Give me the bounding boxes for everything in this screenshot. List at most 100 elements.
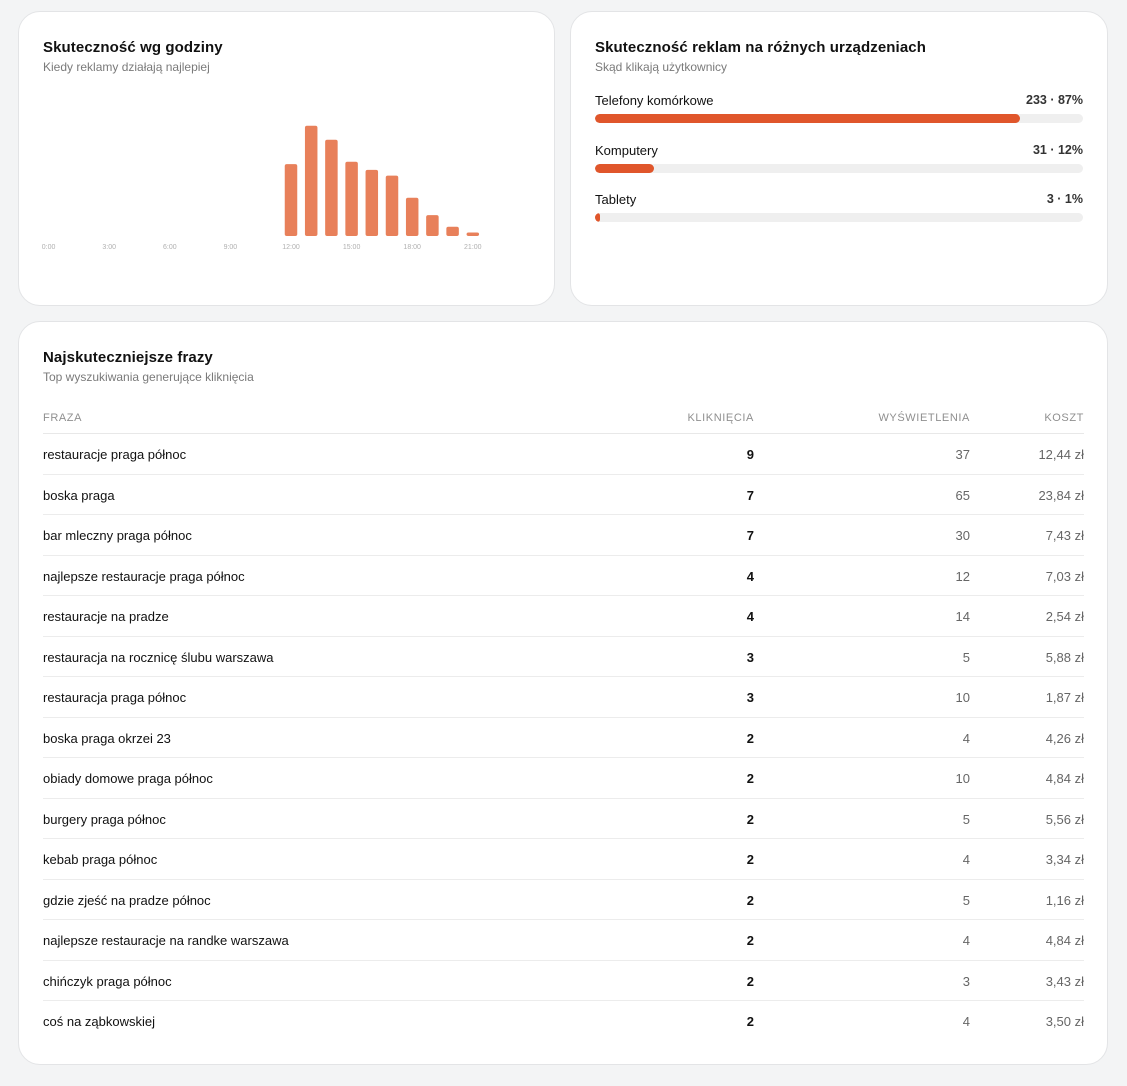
table-row[interactable]: restauracje na pradze 4 14 2,54 zł	[43, 596, 1084, 637]
table-body: restauracje praga północ 9 37 12,44 zł boska…	[43, 434, 1084, 1042]
cell-clicks: 9	[746, 447, 754, 462]
cell-views: 5	[962, 892, 970, 908]
top-phrases-card: Najskuteczniejsze frazy Top wyszukiwania…	[18, 321, 1108, 1065]
cell-cost: 12,44 zł	[1038, 447, 1084, 462]
device-label: Tablety	[595, 192, 637, 207]
x-tick-label: 3:00	[102, 244, 116, 251]
table-row[interactable]: boska praga 7 65 23,84 zł	[43, 475, 1084, 515]
hour-bar-17:00	[385, 175, 399, 236]
cell-clicks: 7	[746, 487, 754, 503]
cell-phrase: chińczyk praga północ	[43, 973, 172, 989]
table-row[interactable]: gdzie zjeść na pradze północ 2 5 1,16 zł	[43, 880, 1084, 920]
table-row[interactable]: coś na ząbkowskiej 2 4 3,50 zł	[43, 1001, 1084, 1042]
cell-cost: 4,84 zł	[1045, 771, 1084, 786]
table-row[interactable]: najlepsze restauracje na randke warszawa…	[43, 920, 1084, 961]
cell-clicks: 2	[746, 973, 754, 989]
cell-clicks: 3	[746, 649, 754, 665]
cell-cost: 3,50 zł	[1045, 1014, 1084, 1029]
table-row[interactable]: kebab praga północ 2 4 3,34 zł	[43, 839, 1084, 880]
device-value: 31 · 12%	[1032, 143, 1083, 157]
cell-views: 3	[962, 973, 970, 989]
cell-phrase: restauracja praga północ	[43, 690, 187, 705]
device-value: 233 · 87%	[1026, 93, 1083, 107]
cell-clicks: 2	[746, 1014, 754, 1029]
x-tick-label: 9:00	[224, 244, 238, 251]
device-progress-track	[595, 114, 1083, 123]
phrases-card-subtitle: Top wyszukiwania generujące kliknięcia	[43, 370, 254, 384]
cell-clicks: 7	[746, 528, 754, 543]
table-row[interactable]: restauracja na rocznicę ślubu warszawa 3 5…	[43, 637, 1084, 677]
device-card-title: Skuteczność reklam na różnych urządzenia…	[595, 39, 926, 56]
cell-clicks: 2	[746, 892, 754, 908]
cell-cost: 1,16 zł	[1045, 892, 1084, 908]
cell-phrase: coś na ząbkowskiej	[43, 1014, 155, 1029]
column-header-phrase[interactable]: FRAZA	[43, 412, 83, 424]
cell-phrase: burgery praga północ	[43, 811, 166, 827]
cell-views: 10	[955, 690, 970, 705]
hour-bar-14:00	[325, 139, 338, 236]
hourly-card-title: Skuteczność wg godziny	[43, 39, 223, 56]
cell-cost: 1,87 zł	[1045, 690, 1084, 705]
cell-views: 12	[955, 568, 970, 584]
cell-clicks: 2	[746, 852, 754, 867]
device-value: 3 · 1%	[1046, 192, 1083, 206]
cell-views: 5	[962, 649, 970, 665]
cell-cost: 7,03 zł	[1045, 568, 1084, 584]
hourly-card-subtitle: Kiedy reklamy działają najlepiej	[43, 60, 210, 74]
cell-views: 4	[962, 933, 970, 948]
cell-phrase: najlepsze restauracje na randke warszawa	[43, 933, 289, 948]
x-tick-label: 0:00	[42, 244, 56, 251]
cell-views: 4	[962, 1014, 970, 1029]
hour-bar-18:00	[405, 197, 419, 236]
cell-views: 30	[955, 528, 970, 543]
cell-views: 65	[955, 487, 970, 503]
column-header-cost[interactable]: KOSZT	[1044, 412, 1084, 424]
column-header-clicks[interactable]: KLIKNIĘCIA	[687, 412, 754, 424]
table-row[interactable]: najlepsze restauracje praga północ 4 12 7,0…	[43, 556, 1084, 596]
hour-bar-20:00	[446, 226, 459, 236]
hour-bar-16:00	[365, 169, 379, 236]
cell-phrase: najlepsze restauracje praga północ	[43, 568, 245, 584]
hourly-bar-chart: 0:00 3:00 6:00 9:00 12:00 15:00 18:00 21:00	[42, 125, 482, 251]
cell-clicks: 2	[746, 730, 754, 746]
device-row-desktop: Komputery 31 · 12%	[595, 143, 1083, 183]
cell-clicks: 4	[746, 609, 754, 624]
cell-clicks: 2	[746, 811, 754, 827]
table-row[interactable]: restauracje praga północ 9 37 12,44 zł	[43, 434, 1084, 475]
hourly-performance-card: Skuteczność wg godziny Kiedy reklamy dzi…	[18, 11, 555, 306]
table-row[interactable]: boska praga okrzei 23 2 4 4,26 zł	[43, 718, 1084, 758]
table-row[interactable]: burgery praga północ 2 5 5,56 zł	[43, 799, 1084, 839]
cell-clicks: 3	[746, 690, 754, 705]
cell-phrase: obiady domowe praga północ	[43, 771, 213, 786]
hour-bar-19:00	[426, 215, 439, 236]
column-header-views[interactable]: WYŚWIETLENIA	[878, 412, 970, 424]
hour-bar-15:00	[345, 161, 358, 236]
x-tick-label: 12:00	[282, 244, 300, 251]
cell-clicks: 2	[746, 771, 754, 786]
cell-cost: 5,88 zł	[1045, 649, 1084, 665]
cell-views: 37	[955, 447, 970, 462]
cell-views: 5	[962, 811, 970, 827]
table-row[interactable]: chińczyk praga północ 2 3 3,43 zł	[43, 961, 1084, 1001]
x-tick-label: 21:00	[464, 244, 482, 251]
table-header: FRAZA KLIKNIĘCIA WYŚWIETLENIA KOSZT	[43, 408, 1084, 434]
cell-views: 10	[955, 771, 970, 786]
device-progress-fill	[595, 164, 654, 173]
cell-views: 4	[962, 730, 970, 746]
cell-phrase: boska praga	[43, 487, 115, 503]
hour-bar-13:00	[304, 125, 318, 236]
table-row[interactable]: restauracja praga północ 3 10 1,87 zł	[43, 677, 1084, 718]
cell-phrase: restauracje praga północ	[43, 447, 187, 462]
table-row[interactable]: bar mleczny praga północ 7 30 7,43 zł	[43, 515, 1084, 556]
x-tick-label: 18:00	[403, 244, 421, 251]
table-row[interactable]: obiady domowe praga północ 2 10 4,84 zł	[43, 758, 1084, 799]
cell-cost: 4,84 zł	[1045, 933, 1084, 948]
cell-phrase: bar mleczny praga północ	[43, 528, 192, 543]
device-label: Komputery	[595, 143, 658, 158]
hour-bar-12:00	[284, 164, 298, 236]
device-card-subtitle: Skąd klikają użytkownicy	[595, 60, 728, 74]
cell-views: 4	[962, 852, 970, 867]
device-row-tablet: Tablety 3 · 1%	[595, 192, 1083, 232]
cell-cost: 3,34 zł	[1045, 852, 1084, 867]
cell-phrase: restauracja na rocznicę ślubu warszawa	[43, 649, 274, 665]
